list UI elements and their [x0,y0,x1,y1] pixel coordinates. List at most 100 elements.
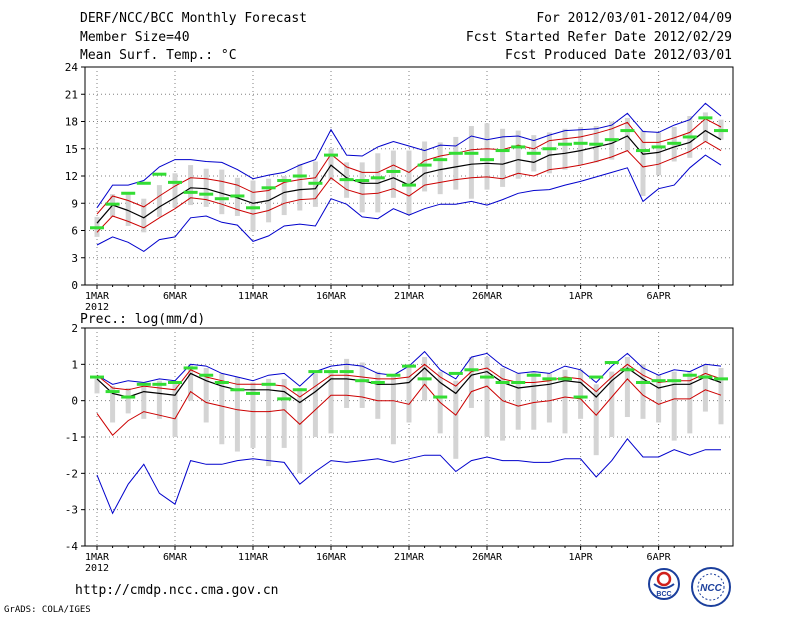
temp-observed-mark [526,151,541,155]
prec-observed-mark [261,382,276,386]
ncc-logo: NCC [691,567,731,607]
temp-y-tick-label: 3 [71,252,78,265]
prec-ensemble-box [359,362,365,408]
temp-y-tick-label: 18 [65,116,78,129]
temp-observed-mark [495,149,510,153]
temp-observed-mark [339,178,354,182]
prec-observed-mark [339,370,354,374]
temp-observed-mark [636,149,650,153]
prec-observed-mark [121,395,136,399]
prec-x-tick-label: 26MAR [472,552,503,563]
temp-observed-mark [402,183,416,187]
temp-ensemble-box [484,123,490,190]
temp-observed-mark [308,181,323,185]
prec-observed-mark [152,382,167,386]
temp-observed-mark [667,141,682,145]
prec-envelope-min-line [96,437,721,515]
prec-ensemble-box [156,380,162,419]
temp-observed-mark [573,141,588,145]
header-title: DERF/NCC/BCC Monthly Forecast [80,11,307,26]
grads-credit: GrADS: COLA/IGES [4,605,91,615]
temp-ensemble-box [297,164,303,211]
prec-observed-mark [370,381,385,384]
prec-observed-mark [230,388,245,392]
prec-observed-mark [355,379,370,383]
prec-ensemble-box [484,357,490,437]
temp-x-tick-label: 11MAR [238,291,269,302]
prec-ensemble-box [94,377,100,394]
temp-observed-mark [386,169,401,173]
temp-observed-mark [230,194,245,198]
source-url[interactable]: http://cmdp.ncc.cma.gov.cn [75,583,279,598]
prec-x-tick-label: 21MAR [394,552,425,563]
header-period: For 2012/03/01-2012/04/09 [536,11,732,26]
prec-x-tick-label: 1APR [569,552,594,563]
prec-observed-mark [651,379,666,383]
prec-observed-mark [573,395,588,399]
temp-observed-mark [714,129,728,133]
prec-observed-mark [386,373,401,377]
temp-observed-mark [199,192,214,196]
temp-x-tick-label: 21MAR [394,291,425,302]
temp-ensemble-box [172,173,178,208]
prec-y-tick-label: -1 [65,431,78,444]
prec-observed-mark [402,364,416,368]
temp-ensemble-box [156,185,162,217]
temp-x-tick-label: 16MAR [316,291,347,302]
prec-observed-mark [714,377,728,381]
temp-y-tick-label: 0 [71,279,78,292]
temp-x-tick-label: 6MAR [163,291,188,302]
prec-observed-mark [636,381,650,384]
header-start-date: Fcst Started Refer Date 2012/02/29 [465,30,732,45]
prec-ensemble-box [281,378,287,448]
temp-mean-plus-spread-line [96,118,722,215]
prec-observed-mark [526,373,541,377]
temp-observed-mark [448,151,463,155]
temp-y-tick-label: 15 [65,143,78,156]
temp-ensemble-box [702,112,708,142]
prec-ensemble-box [219,373,225,445]
prec-y-tick-label: 0 [71,395,78,408]
prec-year-label: 2012 [85,563,109,574]
temp-x-tick-label: 1APR [569,291,594,302]
temp-observed-mark [604,138,619,142]
prec-y-tick-label: -3 [65,504,78,517]
prec-panel-title: Prec.: log(mm/d) [80,312,205,327]
temp-observed-mark [620,129,635,133]
prec-ensemble-box [609,371,615,437]
prec-ensemble-box [266,378,272,467]
temp-observed-mark [370,176,385,180]
temp-ensemble-box [188,165,194,206]
prec-ensemble-box [468,357,474,408]
prec-observed-mark [308,370,323,374]
prec-ensemble-box [390,375,396,445]
prec-ensemble-mean-line [96,367,722,404]
temp-ensemble-box [640,130,646,196]
temp-ensemble-box [219,169,225,215]
prec-ensemble-box [640,364,646,419]
temp-observed-mark [121,191,136,195]
temp-observed-mark [417,163,432,167]
prec-ensemble-box [515,373,521,430]
prec-observed-mark [417,377,432,381]
temp-x-tick-label: 6APR [647,291,672,302]
temp-observed-mark [682,135,697,139]
prec-observed-mark [136,382,151,386]
temp-mean-minus-spread-line [96,140,722,233]
prec-ensemble-box [578,369,584,419]
temp-ensemble-box [500,128,506,187]
prec-x-tick-label: 6APR [647,552,672,563]
temp-ensemble-box [656,132,662,176]
temp-ensemble-box [250,180,256,232]
bcc-logo-text: BCC [656,591,671,598]
temp-observed-mark [183,190,198,194]
prec-y-tick-label: 1 [71,358,78,371]
temp-observed-mark [152,172,167,176]
prec-ensemble-box [312,373,318,437]
temp-observed-mark [214,197,229,201]
prec-observed-mark [511,381,526,384]
temp-ensemble-box [624,117,630,151]
prec-x-tick-label: 6MAR [163,552,188,563]
temp-observed-mark [480,158,494,162]
temp-ensemble-box [359,162,365,213]
